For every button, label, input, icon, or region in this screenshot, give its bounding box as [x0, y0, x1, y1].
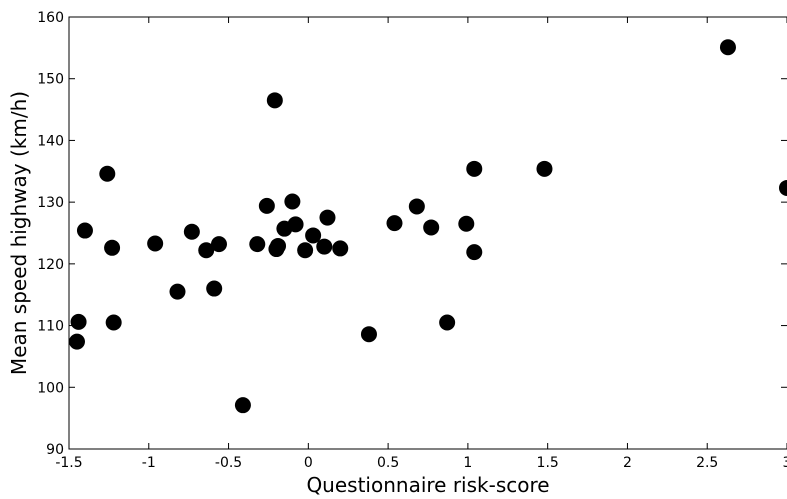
data-point [284, 193, 301, 210]
data-point [258, 197, 275, 214]
data-point [234, 397, 251, 414]
data-point [210, 236, 227, 253]
data-point [198, 242, 215, 259]
x-tick-label: -1 [142, 455, 156, 471]
data-point [458, 215, 475, 232]
data-point [297, 242, 314, 259]
data-point [719, 39, 736, 56]
data-points [69, 39, 787, 414]
y-tick-label: 140 [37, 133, 64, 149]
x-tick-label: -0.5 [215, 455, 242, 471]
data-point [270, 237, 287, 254]
data-point [249, 236, 266, 253]
data-point [206, 280, 223, 297]
data-point [386, 215, 403, 232]
data-point [466, 244, 483, 261]
data-point [69, 333, 85, 350]
data-point [536, 160, 553, 177]
data-point [99, 165, 116, 182]
data-point [423, 219, 440, 236]
data-point [147, 235, 164, 252]
x-tick-label: 1 [463, 455, 472, 471]
y-tick-label: 150 [37, 72, 64, 88]
x-axis-ticks: -1.5 -1 -0.5 0 0.5 1 1.5 2 2.5 3 [55, 17, 787, 471]
data-point [316, 238, 333, 255]
y-axis-label: Mean speed highway (km/h) [7, 91, 31, 375]
y-tick-label: 120 [37, 257, 64, 273]
data-point [76, 222, 93, 239]
x-tick-label: -1.5 [55, 455, 82, 471]
x-tick-label: 2.5 [696, 455, 718, 471]
x-tick-label: 0 [304, 455, 313, 471]
data-point [305, 227, 322, 244]
data-point [287, 216, 304, 233]
data-point [408, 198, 425, 215]
data-point [70, 313, 87, 330]
data-point [466, 160, 483, 177]
data-point [332, 240, 349, 257]
plot-frame [68, 16, 787, 450]
data-point [105, 314, 122, 331]
x-tick-label: 2 [623, 455, 632, 471]
data-point [266, 92, 283, 109]
data-point [169, 283, 186, 300]
data-point [360, 326, 377, 343]
x-axis-label: Questionnaire risk-score [306, 473, 549, 497]
y-tick-label: 130 [37, 195, 64, 211]
y-tick-label: 90 [46, 442, 64, 458]
y-tick-label: 160 [37, 10, 64, 26]
data-point [104, 239, 121, 256]
data-point [439, 314, 456, 331]
data-point [319, 209, 336, 226]
x-tick-label: 3 [783, 455, 787, 471]
data-point [183, 223, 200, 240]
y-tick-label: 110 [37, 319, 64, 335]
y-axis-ticks: 90 100 110 120 130 140 150 160 [37, 10, 787, 458]
data-point [779, 179, 787, 196]
x-tick-label: 0.5 [377, 455, 399, 471]
x-tick-label: 1.5 [537, 455, 559, 471]
y-tick-label: 100 [37, 380, 64, 396]
